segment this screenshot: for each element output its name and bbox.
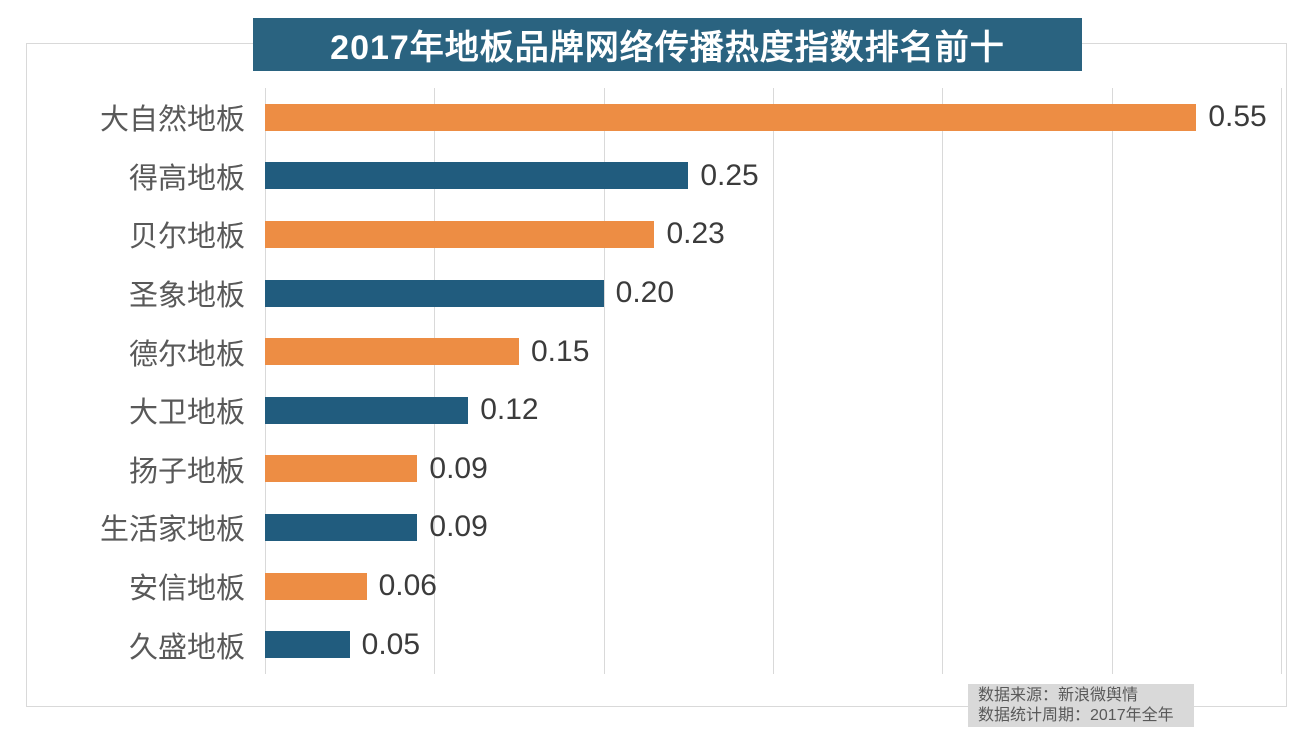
gridline (942, 88, 944, 674)
chart-title: 2017年地板品牌网络传播热度指数排名前十 (253, 18, 1082, 71)
bar (265, 513, 418, 541)
bar (265, 631, 350, 659)
bar-track: 0.09 (265, 510, 1281, 544)
value-label: 0.55 (1208, 100, 1267, 134)
category-label: 久盛地板 (128, 631, 245, 664)
chart-row: 德尔地板 0.15 (27, 322, 1281, 381)
value-label: 0.09 (429, 451, 488, 485)
bar (265, 279, 604, 307)
bar-track: 0.05 (265, 628, 1281, 662)
gridlines (265, 88, 1282, 674)
category-label: 扬子地板 (128, 455, 245, 488)
chart-row: 贝尔地板 0.23 (27, 205, 1281, 264)
chart-frame (26, 43, 1287, 707)
category-label: 安信地板 (128, 573, 245, 606)
gridline (773, 88, 774, 674)
category-label: 贝尔地板 (128, 221, 245, 254)
bar (265, 103, 1197, 131)
chart-row: 久盛地板 0.05 (27, 615, 1281, 674)
category-label: 大自然地板 (99, 104, 245, 137)
value-label: 0.12 (480, 393, 539, 427)
chart-row: 安信地板 0.06 (27, 557, 1281, 616)
source-note-line2: 数据统计周期：2017年全年 (978, 707, 1174, 724)
value-label: 0.15 (531, 334, 590, 368)
bar-rows: 大自然地板 0.55 得高地板 0.25 贝尔地板 0.23 圣象地板 0.20 德尔地板 0.1… (27, 88, 1281, 674)
bar (265, 220, 655, 248)
source-note-line1: 数据来源：新浪微舆情 (978, 687, 1139, 704)
chart-row: 得高地板 0.25 (27, 147, 1281, 206)
bar-track: 0.06 (265, 569, 1281, 603)
bar-track: 0.55 (265, 100, 1281, 134)
chart-row: 圣象地板 0.20 (27, 264, 1281, 323)
chart-row: 扬子地板 0.09 (27, 440, 1281, 499)
bar-track: 0.09 (265, 452, 1281, 486)
bar (265, 455, 418, 483)
category-label: 生活家地板 (99, 514, 245, 547)
gridline (1281, 88, 1282, 674)
gridline (1111, 88, 1113, 674)
bar (265, 162, 689, 190)
value-label: 0.05 (361, 627, 421, 661)
category-label: 德尔地板 (128, 338, 245, 371)
value-label: 0.20 (615, 276, 675, 310)
gridline (434, 88, 436, 674)
bar-track: 0.23 (265, 217, 1281, 251)
bar-track: 0.25 (265, 159, 1281, 193)
chart-row: 大卫地板 0.12 (27, 381, 1281, 440)
value-label: 0.25 (700, 158, 759, 192)
bar-track: 0.20 (265, 276, 1281, 310)
category-label: 圣象地板 (128, 280, 245, 313)
gridline (603, 88, 605, 674)
value-label: 0.06 (378, 569, 437, 603)
bar (265, 396, 469, 424)
source-note: 数据来源：新浪微舆情 数据统计周期：2017年全年 (968, 684, 1194, 727)
bar (265, 338, 519, 366)
value-label: 0.09 (429, 510, 488, 544)
bar-track: 0.12 (265, 393, 1281, 427)
chart-row: 生活家地板 0.09 (27, 498, 1281, 557)
bar-track: 0.15 (265, 335, 1281, 369)
value-label: 0.23 (666, 217, 725, 251)
chart-row: 大自然地板 0.55 (27, 88, 1281, 147)
bar (265, 572, 367, 600)
category-label: 得高地板 (128, 162, 245, 195)
category-label: 大卫地板 (128, 397, 245, 430)
gridline (265, 88, 266, 674)
